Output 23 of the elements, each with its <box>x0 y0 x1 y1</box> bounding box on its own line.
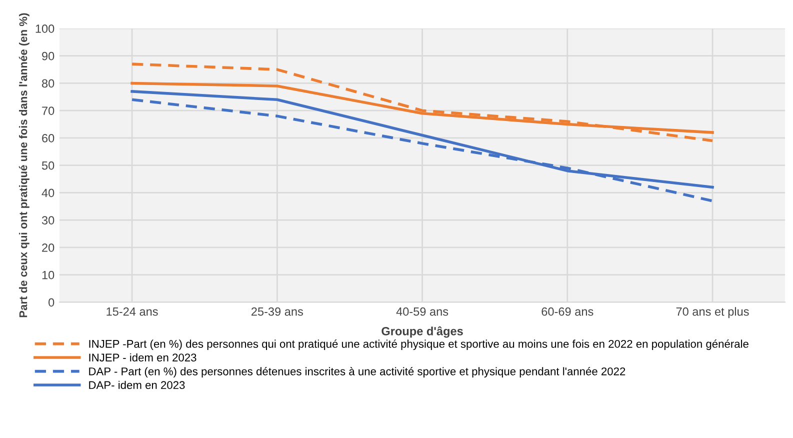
y-tick-label: 70 <box>42 106 54 115</box>
x-tick-label: 25-39 ans <box>251 307 303 316</box>
y-tick-label: 10 <box>42 270 54 280</box>
legend-label: DAP- idem en 2023 <box>89 380 185 390</box>
legend-label: INJEP -Part (en %) des personnes qui ont pratiqué une activité physique et sportive au moins une fois en 2022 en population générale <box>89 340 748 350</box>
x-tick-label: 70 ans et plus <box>676 307 749 318</box>
y-tick-label: 90 <box>42 52 54 60</box>
y-tick-label: 0 <box>48 298 54 307</box>
x-tick-label: 60-69 ans <box>542 307 594 316</box>
y-tick-label: 30 <box>42 216 54 224</box>
y-tick-label: 50 <box>42 161 54 170</box>
y-tick-label: 80 <box>42 79 54 88</box>
legend-label: INJEP - idem en 2023 <box>89 353 196 362</box>
line-series <box>130 62 714 142</box>
y-tick-label: 60 <box>42 134 54 142</box>
y-tick-label: 20 <box>42 244 54 252</box>
y-tick-label: 100 <box>36 24 54 33</box>
x-tick-label: 40-59 ans <box>396 307 448 316</box>
legend-label: DAP - Part (en %) des personnes détenues inscrites à une activité sportive et physique pendant l'année 2022 <box>89 367 626 378</box>
x-tick-label: 15-24 ans <box>106 307 158 316</box>
y-tick-label: 40 <box>42 188 54 198</box>
y-axis-title: Part de ceux qui ont pratiqué une fois dans l'année (en %) <box>18 13 30 318</box>
x-axis-title: Groupe d'âges <box>382 326 463 338</box>
